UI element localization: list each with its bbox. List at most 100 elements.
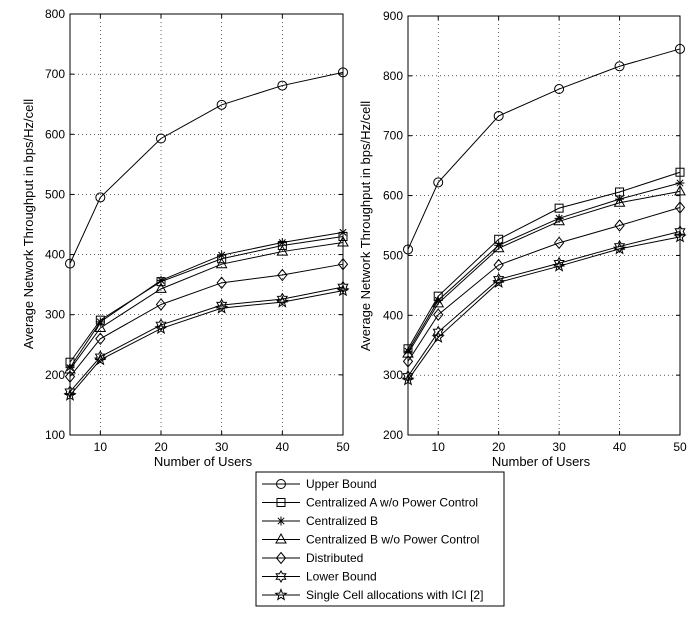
left-series-line-triangle <box>69 242 344 370</box>
right-series-line-diamond <box>407 207 681 362</box>
left-data-point-circle <box>156 133 166 144</box>
right-series-line-square <box>407 171 681 350</box>
legend-label: Centralized B <box>306 514 378 528</box>
right-data-point-circle <box>554 84 565 95</box>
legend-marker-asterisk <box>276 516 286 526</box>
left-series-diamond <box>64 257 349 383</box>
left-y-tick-label: 700 <box>45 67 65 81</box>
right-series-line-pentagram <box>407 236 681 381</box>
right-series-line-hexagram <box>407 231 681 377</box>
left-data-point-diamond <box>216 276 227 290</box>
left-data-point-pentagram <box>93 352 107 366</box>
left-y-axis-label: Average Network Throughput in bps/Hz/cel… <box>21 99 36 349</box>
right-y-tick-label: 800 <box>383 69 403 83</box>
right-data-point-triangle <box>553 214 565 226</box>
right-y-tick-label: 700 <box>383 129 403 143</box>
legend-label: Distributed <box>306 551 363 565</box>
right-series-line-circle <box>407 48 681 250</box>
left-y-tick-label: 400 <box>45 248 65 262</box>
legend-entry: Distributed <box>262 551 363 565</box>
left-data-point-triangle <box>276 245 289 256</box>
left-axes-frame <box>69 13 344 436</box>
right-data-point-circle <box>493 110 504 121</box>
left-data-point-circle <box>95 192 106 203</box>
right-series-diamond <box>402 201 686 368</box>
left-x-tick-label: 20 <box>154 440 168 454</box>
right-data-point-asterisk <box>433 295 443 305</box>
left-x-tick-label: 10 <box>94 440 108 454</box>
left-data-point-pentagram <box>154 321 168 335</box>
right-data-point-diamond <box>493 258 504 272</box>
left-y-tick-label: 600 <box>45 127 65 141</box>
left-series-line-square <box>69 236 344 363</box>
legend: Upper Bound Centralized A w/o Power Contr… <box>255 471 505 607</box>
right-x-tick-label: 30 <box>552 440 566 454</box>
right-axes-frame <box>407 15 681 436</box>
left-data-point-circle <box>277 80 288 91</box>
right-series-pentagram <box>401 229 687 386</box>
left-data-point-triangle <box>215 257 228 269</box>
right-y-tick-label: 400 <box>383 308 403 322</box>
left-x-tick-label: 30 <box>215 440 229 454</box>
legend-entry: Centralized B <box>262 514 378 528</box>
left-data-point-asterisk <box>217 250 227 260</box>
legend-entry: Centralized A w/o Power Control <box>262 496 478 510</box>
right-x-axis-label: Number of Users <box>492 454 591 469</box>
right-y-tick-label: 200 <box>383 428 403 442</box>
right-data-point-asterisk <box>554 213 564 223</box>
left-x-tick-label: 50 <box>336 440 350 454</box>
legend-marker-square <box>276 498 286 507</box>
right-data-point-triangle <box>492 241 505 253</box>
right-x-tick-label: 10 <box>432 440 446 454</box>
left-y-tick-label: 500 <box>45 187 65 201</box>
legend-marker-diamond <box>275 551 287 565</box>
right-data-point-circle <box>614 61 625 72</box>
legend-marker-circle <box>276 479 286 489</box>
left-plot-area <box>70 14 343 435</box>
legend-label: Centralized B w/o Power Control <box>306 533 479 547</box>
left-series-line-asterisk <box>69 231 344 368</box>
left-data-point-pentagram <box>275 295 289 308</box>
right-data-point-hexagram <box>613 239 626 253</box>
legend-label: Centralized A w/o Power Control <box>306 496 478 510</box>
right-chart-panel: Average Network Throughput in bps/Hz/cel… <box>358 9 687 469</box>
right-data-point-triangle <box>613 196 626 207</box>
right-series-circle <box>403 43 685 255</box>
right-data-point-asterisk <box>615 194 625 204</box>
left-series-pentagram <box>63 283 350 401</box>
left-y-tick-label: 800 <box>45 7 65 21</box>
left-x-axis-label: Number of Users <box>154 454 253 469</box>
right-y-tick-label: 300 <box>383 368 403 382</box>
legend-entry: Single Cell allocations with ICI [2] <box>262 588 483 602</box>
right-data-point-pentagram <box>492 275 506 288</box>
legend-marker-hexagram <box>275 570 287 583</box>
left-y-tick-label: 200 <box>45 368 65 382</box>
left-data-point-diamond <box>277 268 288 282</box>
left-series-triangle <box>64 236 349 374</box>
right-data-point-asterisk <box>494 240 504 250</box>
left-data-point-diamond <box>95 332 106 346</box>
legend-entry: Upper Bound <box>262 477 377 491</box>
right-y-tick-label: 900 <box>383 9 403 23</box>
right-series-line-triangle <box>407 190 681 354</box>
left-data-point-triangle <box>155 282 167 293</box>
left-data-point-triangle <box>94 321 107 332</box>
right-data-point-diamond <box>433 308 444 321</box>
left-data-point-asterisk <box>277 238 287 248</box>
left-data-point-pentagram <box>215 301 229 314</box>
right-data-point-triangle <box>432 296 445 308</box>
left-data-point-asterisk <box>156 275 166 285</box>
right-y-axis-label: Average Network Throughput in bps/Hz/cel… <box>358 101 373 351</box>
right-y-tick-label: 500 <box>383 248 403 262</box>
left-series-line-circle <box>69 71 344 264</box>
right-series-line-asterisk <box>407 182 681 352</box>
left-data-point-circle <box>216 99 227 110</box>
legend-label: Lower Bound <box>306 570 377 584</box>
legend-entry: Lower Bound <box>262 570 377 584</box>
left-chart-panel: Average Network Throughput in bps/Hz/cel… <box>21 7 350 469</box>
left-series-line-pentagram <box>69 290 344 396</box>
right-data-point-circle <box>433 177 444 188</box>
legend-marker-triangle <box>275 532 287 544</box>
left-series-line-hexagram <box>69 286 344 393</box>
